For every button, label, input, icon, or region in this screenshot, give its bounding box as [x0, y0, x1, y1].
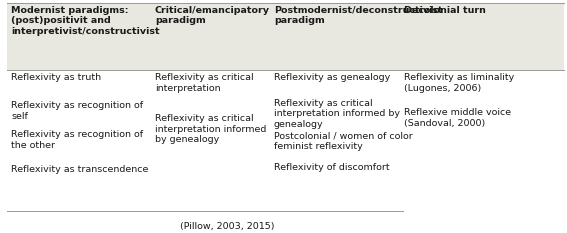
Text: Reflexive middle voice
(Sandoval, 2000): Reflexive middle voice (Sandoval, 2000)	[404, 108, 511, 128]
Bar	[7, 70, 564, 211]
Text: Modernist paradigms:
(post)positivit and
interpretivist/constructivist: Modernist paradigms: (post)positivit and…	[11, 6, 160, 36]
Text: Reflexivity as liminality
(Lugones, 2006): Reflexivity as liminality (Lugones, 2006…	[404, 73, 514, 93]
Text: Reflexivity as transcendence: Reflexivity as transcendence	[11, 165, 149, 175]
Text: Reflexivity as critical
interpretation informed by
genealogy: Reflexivity as critical interpretation i…	[274, 99, 400, 129]
Text: Reflexivity of discomfort: Reflexivity of discomfort	[274, 163, 390, 172]
Text: Reflexivity as recognition of
the other: Reflexivity as recognition of the other	[11, 130, 143, 150]
Text: Postcolonial / women of color
feminist reflexivity: Postcolonial / women of color feminist r…	[274, 132, 413, 151]
Text: Decolonial turn: Decolonial turn	[404, 6, 486, 15]
Text: Reflexivity as critical
interpretation informed
by genealogy: Reflexivity as critical interpretation i…	[155, 114, 266, 144]
Bar	[7, 3, 564, 70]
Text: Reflexivity as critical
interpretation: Reflexivity as critical interpretation	[155, 73, 253, 93]
Text: Reflexivity as recognition of
self: Reflexivity as recognition of self	[11, 101, 143, 121]
Text: Reflexivity as genealogy: Reflexivity as genealogy	[274, 73, 390, 82]
Text: Critical/emancipatory
paradigm: Critical/emancipatory paradigm	[155, 6, 270, 25]
Text: (Pillow, 2003, 2015): (Pillow, 2003, 2015)	[180, 222, 274, 231]
Text: Reflexivity as truth: Reflexivity as truth	[11, 73, 101, 82]
Text: Postmodernist/deconstructivist
paradigm: Postmodernist/deconstructivist paradigm	[274, 6, 442, 25]
